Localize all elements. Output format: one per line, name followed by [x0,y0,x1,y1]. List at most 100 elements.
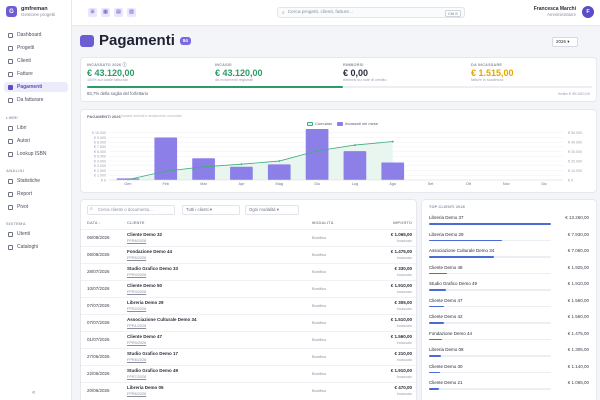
top-client-amount: € 1.560,00 [567,297,589,303]
row-date: 20/06/2026 [87,388,110,393]
y-tick-label-right: € 50.000 [568,131,582,135]
row-client[interactable]: Cliente Demo 32 [127,232,163,237]
top-client-item[interactable]: Libreria Demo 08 € 1.305,00 [429,345,589,361]
top-client-bar [429,371,551,374]
row-client[interactable]: Studio Grafico Demo 17 [127,351,179,356]
kpi-card: INCASSATO 2026 ⓘ € 43.120,00 100% sul tota… [80,57,597,102]
cumulative-point [354,144,356,146]
sidebar-item-label: Report [17,191,33,197]
table-row[interactable]: 06/08/2026 Fondazione Demo 44 FPR5/2026 Bon… [81,246,416,262]
top-client-item[interactable]: Studio Grafico Demo 49 € 1.910,00 [429,279,589,295]
sidebar-item-clienti[interactable]: Clienti [4,56,68,66]
bar-giu [305,128,329,180]
top-client-item[interactable]: Cliente Demo 47 € 1.560,00 [429,296,589,312]
table-row[interactable]: 10/07/2026 Cliente Demo 50 FPR3/2026 Bonifi… [81,280,416,296]
quick-action-icon[interactable]: ▦ [101,8,110,17]
mode-filter-value: Ogni modalità [249,207,276,212]
sidebar-item-progetti[interactable]: Progetti [4,43,68,53]
sidebar-item-pagamenti[interactable]: Pagamenti [4,82,68,92]
table-row[interactable]: 20/06/2026 Libreria Demo 05 FPR6/2026 Bonif… [81,382,416,398]
sidebar-item-lookup-isbn[interactable]: Lookup ISBN [4,149,68,159]
sidebar-item-autori[interactable]: Autori [4,136,68,146]
brand[interactable]: G gmfreman Gestione progetti [0,0,71,21]
legend-item-cumulative[interactable]: Cumulato [307,121,332,126]
row-invoice-link[interactable]: FPR5/2026 [127,256,147,260]
top-client-item[interactable]: Fondazione Demo 44 € 1.475,00 [429,329,589,345]
y-tick-label-left: € 10.000 [92,131,106,135]
x-tick-label: Feb [162,182,169,186]
row-client[interactable]: Cliente Demo 50 [127,283,163,288]
sidebar-item-pivot[interactable]: Pivot [4,202,68,212]
top-client-item[interactable]: Associazione Culturale Demo 34 € 7.060,00 [429,246,589,262]
search-placeholder: Cerca progetti, clienti, fatture... [287,10,354,15]
sidebar-item-dashboard[interactable]: Dashboard [4,30,68,40]
row-date: 27/06/2026 [87,354,110,359]
sidebar-item-libri[interactable]: Libri [4,123,68,133]
collapse-sidebar-button[interactable]: « [32,390,36,396]
table-row[interactable]: 06/08/2026 Cliente Demo 32 FPR6/2026 Bonifi… [81,229,416,245]
client-filter-select[interactable]: Tutti i clienti ▾ [182,205,240,215]
row-invoice-link[interactable]: FPR6/2026 [127,239,147,243]
avatar[interactable]: F [582,6,594,18]
sidebar-item-fatture[interactable]: Fatture [4,69,68,79]
top-client-item[interactable]: Cliente Demo 48 € 1.925,00 [429,263,589,279]
quick-action-icon[interactable]: ▤ [114,8,123,17]
table-row[interactable]: 01/07/2026 Cliente Demo 47 FPR9/2026 Bonifi… [81,331,416,347]
row-invoice-link[interactable]: FPR2/2026 [127,307,147,311]
table-row[interactable]: 27/06/2026 Studio Grafico Demo 17 FPR8/202… [81,348,416,364]
table-row[interactable]: 28/07/2026 Studio Grafico Demo 33 FPR4/202… [81,263,416,279]
row-invoice-link[interactable]: FPR7/2026 [127,375,147,379]
kpi-sublabel: rimborsi su note di credito [343,78,387,82]
column-header-date[interactable]: DATA ↓ [87,221,101,225]
page-header: Pagamenti 84 [80,32,191,49]
table-search-input[interactable]: Cerca cliente o documento... [87,205,175,215]
top-client-bar-fill [429,239,503,242]
sidebar-item-statistiche[interactable]: Statistiche [4,176,68,186]
top-client-bar [429,272,551,275]
top-client-item[interactable]: Libreria Demo 29 € 7.930,00 [429,230,589,246]
table-row[interactable]: 07/07/2026 Libreria Demo 29 FPR2/2026 Bonif… [81,297,416,313]
row-invoice-link[interactable]: FPR4/2026 [127,273,147,277]
sidebar-item-utenti[interactable]: Utenti [4,229,68,239]
table-row[interactable]: 22/06/2026 Studio Grafico Demo 49 FPR7/202… [81,365,416,381]
top-client-amount: € 7.060,00 [567,248,589,253]
y-tick-label-right: € 30.000 [568,150,582,154]
row-amount: € 1.065,00 [390,232,412,237]
top-client-item[interactable]: Cliente Demo 21 € 1.065,00 [429,378,589,394]
row-invoice-link[interactable]: FPR3/2026 [127,290,147,294]
column-header-client[interactable]: CLIENTE [127,221,145,225]
payments-chart: € 10.000€ 9.000€ 8.000€ 7.000€ 6.000€ 5.… [92,128,582,186]
sidebar-item-label: Pivot [17,204,29,210]
year-select[interactable]: 2026 ▾ [552,37,578,47]
top-client-item[interactable]: Cliente Demo 30 € 1.140,00 [429,362,589,378]
quick-action-icon[interactable]: ⊞ [88,8,97,17]
row-client[interactable]: Libreria Demo 29 [127,300,164,305]
row-invoice-link[interactable]: FPR8/2026 [127,358,147,362]
sidebar-item-label: Pagamenti [17,84,43,90]
row-client[interactable]: Studio Grafico Demo 49 [127,368,179,373]
legend-item-monthly[interactable]: Incassati nel mese [337,121,378,126]
row-client[interactable]: Fondazione Demo 44 [127,249,173,254]
top-client-item[interactable]: Libreria Demo 37 € 13.260,00 [429,213,589,229]
row-client[interactable]: Cliente Demo 47 [127,334,163,339]
top-client-bar [429,289,551,291]
bar-ago [381,162,405,180]
sidebar-item-cataloghi[interactable]: Cataloghi [4,242,68,252]
sidebar-item-report[interactable]: Report [4,189,68,199]
sidebar-item-da-fatturare[interactable]: Da fatturare [4,95,68,105]
row-client[interactable]: Associazione Culturale Demo 34 [127,317,197,322]
row-client[interactable]: Libreria Demo 05 [127,385,164,390]
column-header-amount[interactable]: IMPORTO [392,221,412,225]
quick-action-icon[interactable]: ▧ [127,8,136,17]
mode-filter-select[interactable]: Ogni modalità ▾ [245,205,299,215]
row-invoice-link[interactable]: FPR6/2026 [127,392,147,396]
row-client[interactable]: Studio Grafico Demo 33 [127,266,179,271]
global-search-input[interactable]: ⌕ Cerca progetti, clienti, fatture... Ct… [277,7,465,18]
column-header-mode[interactable]: MODALITÀ [312,221,334,225]
row-invoice-link[interactable]: FPR9/2026 [127,341,147,345]
row-invoice-link[interactable]: FPR1/2026 [127,324,147,328]
row-mode: Bonifico [312,388,327,393]
kpi-label: INCASSI [215,63,232,67]
top-client-item[interactable]: Cliente Demo 42 € 1.560,00 [429,312,589,328]
table-row[interactable]: 07/07/2026 Associazione Culturale Demo 34… [81,314,416,330]
